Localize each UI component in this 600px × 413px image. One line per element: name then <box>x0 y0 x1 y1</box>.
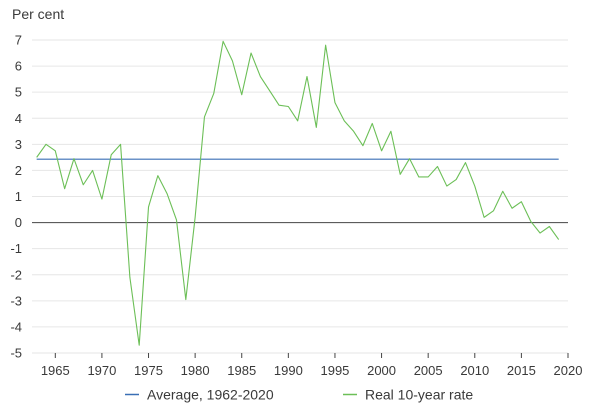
y-tick-label: 5 <box>15 85 22 100</box>
x-tick-label: 1965 <box>41 363 70 378</box>
x-tick-label: 2000 <box>367 363 396 378</box>
legend: Average, 1962-2020 Real 10-year rate <box>125 387 473 403</box>
y-tick-label: 3 <box>15 137 22 152</box>
y-tick-label: -4 <box>10 319 22 334</box>
x-tick-label: 1980 <box>181 363 210 378</box>
x-tick-label: 2020 <box>554 363 583 378</box>
y-axis-ticks: -5 -4 -3 -2 -1 0 1 2 3 4 5 6 7 <box>10 33 22 361</box>
series-line-real-rate <box>36 40 560 346</box>
y-tick-label: 0 <box>15 215 22 230</box>
x-tick-label: 1985 <box>227 363 256 378</box>
series-lines <box>36 40 560 346</box>
x-tick-label: 2010 <box>460 363 489 378</box>
y-tick-label: -5 <box>10 346 22 361</box>
y-tick-label: 1 <box>15 189 22 204</box>
x-tick-label: 2005 <box>414 363 443 378</box>
y-tick-label: -3 <box>10 293 22 308</box>
x-tick-label: 1990 <box>274 363 303 378</box>
y-tick-label: 6 <box>15 59 22 74</box>
y-tick-label: 7 <box>15 33 22 48</box>
x-axis-ticks: 1965 1970 1975 1980 1985 1990 1995 2000 2005 2010… <box>41 353 583 378</box>
gridlines <box>32 39 568 354</box>
y-tick-label: -2 <box>10 267 22 282</box>
y-tick-label: -1 <box>10 241 22 256</box>
x-tick-label: 2015 <box>507 363 536 378</box>
legend-label: Average, 1962-2020 <box>147 387 274 403</box>
y-tick-label: 4 <box>15 111 22 126</box>
y-tick-label: 2 <box>15 163 22 178</box>
x-tick-label: 1970 <box>87 363 116 378</box>
x-tick-label: 1975 <box>134 363 163 378</box>
legend-label: Real 10-year rate <box>365 387 473 403</box>
y-axis-unit-label: Per cent <box>12 6 64 22</box>
x-tick-label: 1995 <box>320 363 349 378</box>
